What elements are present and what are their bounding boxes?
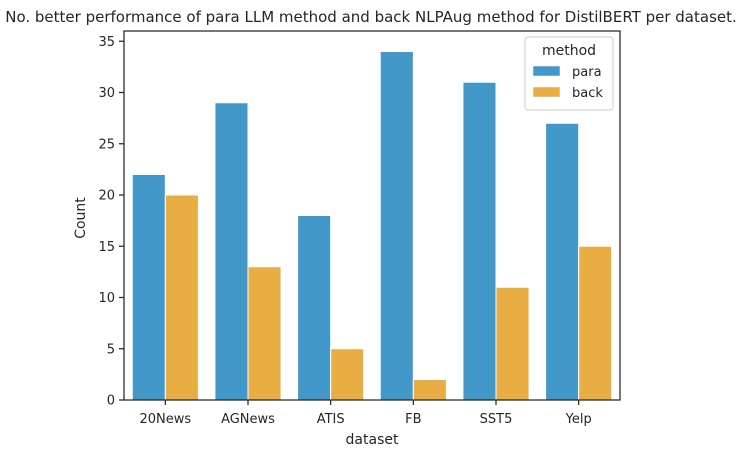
bar-para-20news xyxy=(131,174,166,401)
bar-back-fb xyxy=(412,379,447,401)
x-tick-label: 20News xyxy=(139,412,191,427)
bar-back-agnews xyxy=(247,266,282,401)
bar-back-yelp xyxy=(578,245,613,401)
x-tick-label: SST5 xyxy=(480,412,513,427)
y-tick-label: 15 xyxy=(98,240,115,255)
bar-para-atis xyxy=(297,215,332,401)
y-tick-label: 20 xyxy=(98,189,115,204)
axes-group: 0 5 10 15 20 25 30 35 20News AGNews ATIS FB SST5 Yelp xyxy=(98,30,621,427)
plot-frame xyxy=(123,30,621,401)
x-tick-label: FB xyxy=(405,412,421,427)
bar-back-atis xyxy=(330,348,365,401)
y-tick-label: 5 xyxy=(107,342,115,357)
y-tick-label: 30 xyxy=(98,86,115,101)
y-tick-label: 0 xyxy=(107,394,115,409)
y-tick-label: 35 xyxy=(98,35,115,50)
bars-group xyxy=(131,51,613,401)
bar-back-sst5 xyxy=(495,286,530,401)
bar-para-agnews xyxy=(214,102,249,401)
x-tick-label: Yelp xyxy=(565,412,592,427)
y-tick-label: 25 xyxy=(98,137,115,152)
bar-back-20news xyxy=(164,194,199,401)
x-tick-label: AGNews xyxy=(221,412,275,427)
bar-para-fb xyxy=(379,51,414,401)
bar-para-yelp xyxy=(545,122,580,401)
legend-label-back: back xyxy=(572,86,603,101)
legend-swatch-para xyxy=(532,65,561,77)
y-axis-label: Count xyxy=(73,197,89,239)
x-tick-label: ATIS xyxy=(317,412,345,427)
bar-para-sst5 xyxy=(462,81,497,401)
legend-title: method xyxy=(542,43,596,59)
x-axis-label: dataset xyxy=(346,432,399,448)
legend: method para back xyxy=(524,36,614,111)
chart-title: No. better performance of para LLM metho… xyxy=(5,8,737,26)
y-tick-label: 10 xyxy=(98,291,115,306)
legend-swatch-back xyxy=(532,86,561,98)
legend-label-para: para xyxy=(572,65,602,80)
